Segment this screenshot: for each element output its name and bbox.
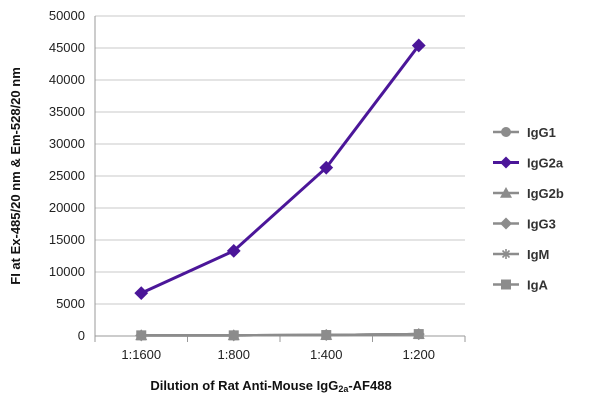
y-tick-label: 50000 xyxy=(49,8,85,23)
series-iga-point xyxy=(136,330,147,341)
legend-igg3-swatch-marker xyxy=(500,217,512,230)
legend-iga-swatch-marker xyxy=(501,279,511,290)
series-iga-point xyxy=(321,330,332,341)
x-tick-label: 1:800 xyxy=(217,347,250,362)
x-tick-label: 1:1600 xyxy=(121,347,161,362)
legend-igg1-label: IgG1 xyxy=(527,125,556,140)
legend-igm-swatch-marker xyxy=(501,249,511,259)
legend-igg2b-label: IgG2b xyxy=(527,186,564,201)
legend-igg2a-swatch-marker xyxy=(500,156,512,169)
series-igg2a-point xyxy=(226,243,241,258)
series-igg2a xyxy=(134,38,426,301)
legend-igg1-swatch-marker xyxy=(501,127,511,137)
legend-igg2a-label: IgG2a xyxy=(527,156,564,171)
y-tick-label: 45000 xyxy=(49,40,85,55)
x-tick-label: 1:200 xyxy=(402,347,435,362)
legend-igg2b-swatch-marker xyxy=(500,187,512,198)
x-axis-title: Dilution of Rat Anti-Mouse IgG2a-AF488 xyxy=(150,378,391,394)
y-tick-label: 5000 xyxy=(56,296,85,311)
y-tick-label: 20000 xyxy=(49,200,85,215)
y-tick-label: 30000 xyxy=(49,136,85,151)
x-axis-title-subscript: 2a xyxy=(338,384,349,394)
legend-igg3: IgG3 xyxy=(493,217,556,232)
x-axis-title-main: Dilution of Rat Anti-Mouse IgG xyxy=(150,378,338,393)
legend-igg2b: IgG2b xyxy=(493,186,564,201)
series-igg2a-point xyxy=(411,38,426,53)
y-axis-title: FI at Ex-485/20 nm & Em-528/20 nm xyxy=(8,67,23,284)
series-igg2a-line xyxy=(140,44,420,295)
series-iga-point xyxy=(228,330,239,341)
legend: IgG1 IgG2a IgG2b IgG3 IgM IgA xyxy=(493,125,564,293)
series-igg2a-point xyxy=(319,160,334,175)
y-tick-label: 15000 xyxy=(49,232,85,247)
x-axis-title-suffix: -AF488 xyxy=(348,378,391,393)
legend-igm: IgM xyxy=(493,247,549,262)
y-tick-label: 0 xyxy=(78,328,85,343)
legend-iga: IgA xyxy=(493,278,549,293)
y-tick-label: 25000 xyxy=(49,168,85,183)
x-tick-label: 1:400 xyxy=(310,347,343,362)
legend-igg1: IgG1 xyxy=(493,125,556,140)
y-tick-label: 10000 xyxy=(49,264,85,279)
series-iga-line xyxy=(141,332,419,337)
legend-igg3-label: IgG3 xyxy=(527,217,556,232)
grid-layer xyxy=(95,15,465,305)
legend-igg2a: IgG2a xyxy=(493,156,564,171)
legend-igm-label: IgM xyxy=(527,247,549,262)
series-iga xyxy=(136,329,424,341)
y-tick-label: 35000 xyxy=(49,104,85,119)
legend-iga-label: IgA xyxy=(527,278,549,293)
legend-igm-swatch-marker-stroke xyxy=(501,249,511,259)
axis-layer: 0 5000 10000 15000 20000 25000 30000 35000 40000… xyxy=(49,8,466,362)
series-iga-point xyxy=(413,329,424,340)
series-layer xyxy=(134,38,426,342)
y-tick-label: 40000 xyxy=(49,72,85,87)
series-igg2a-point xyxy=(134,286,149,301)
